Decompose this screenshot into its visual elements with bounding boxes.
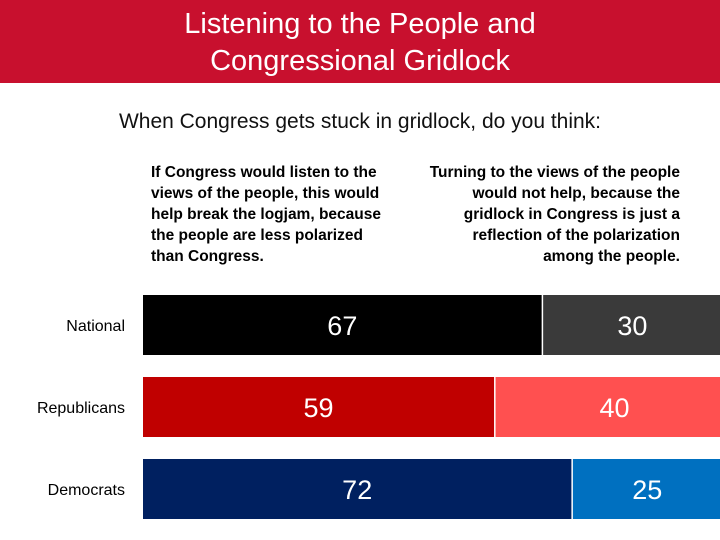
bar-republicans-series-2 bbox=[495, 377, 720, 437]
chart-title: Listening to the People and Congressiona… bbox=[0, 6, 720, 80]
bar-republicans-series-1 bbox=[143, 377, 495, 437]
title-line-2: Congressional Gridlock bbox=[210, 45, 510, 77]
legend-series-2: Turning to the views of the people would… bbox=[429, 164, 680, 265]
data-label-national-series-2: 30 bbox=[617, 311, 647, 341]
bar-democrats-series-2 bbox=[572, 459, 720, 519]
bar-national-series-2 bbox=[543, 295, 720, 355]
data-label-democrats-series-2: 25 bbox=[632, 475, 662, 505]
data-label-national-series-1: 67 bbox=[327, 311, 357, 341]
bar-democrats-series-1 bbox=[143, 459, 572, 519]
data-label-democrats-series-1: 72 bbox=[342, 475, 372, 505]
question-subtitle: When Congress gets stuck in gridlock, do… bbox=[118, 110, 602, 133]
bar-national-series-1 bbox=[143, 295, 542, 355]
data-label-republicans-series-1: 59 bbox=[304, 393, 334, 423]
data-label-republicans-series-2: 40 bbox=[600, 393, 630, 423]
title-line-1: Listening to the People and bbox=[184, 8, 536, 40]
title-banner: Listening to the People and Congressiona… bbox=[0, 0, 720, 83]
legend-series-1: If Congress would listen to the views of… bbox=[151, 164, 381, 265]
category-label-republicans: Republicans bbox=[37, 400, 125, 417]
category-label-national: National bbox=[66, 318, 125, 335]
category-label-democrats: Democrats bbox=[48, 482, 125, 499]
